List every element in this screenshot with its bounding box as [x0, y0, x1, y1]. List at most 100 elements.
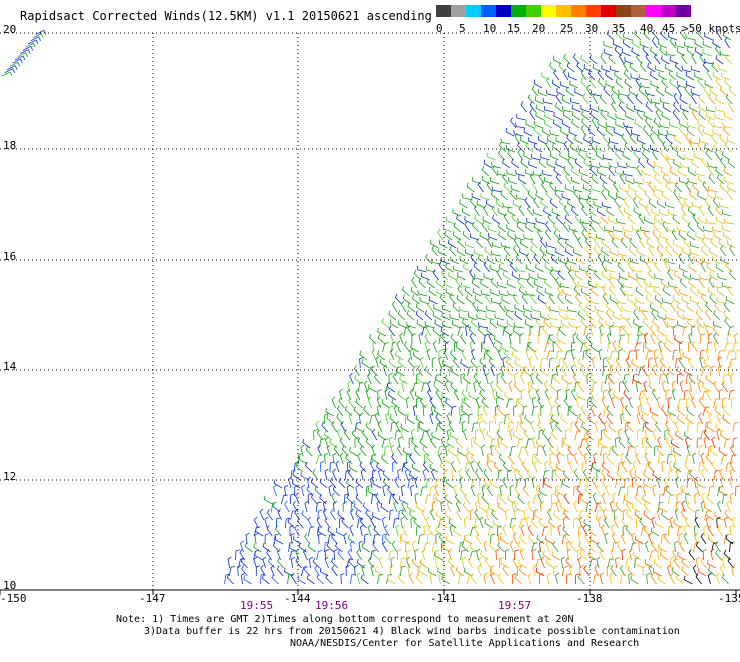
wind-barb	[638, 86, 647, 97]
wind-barb	[359, 356, 364, 369]
wind-barb	[12, 58, 23, 64]
wind-barb	[672, 548, 677, 561]
wind-barb	[483, 469, 490, 481]
wind-barb	[698, 412, 703, 425]
wind-barb	[697, 141, 705, 153]
wind-barb	[566, 314, 577, 321]
wind-barb	[568, 128, 578, 137]
wind-barb	[457, 238, 466, 249]
wind-barb	[613, 233, 624, 241]
wind-barb	[370, 365, 378, 377]
wind-barb	[498, 301, 506, 313]
wind-barb	[542, 324, 549, 337]
wind-barb	[703, 321, 713, 329]
wind-barb	[690, 65, 701, 73]
wind-barb	[319, 478, 328, 489]
wind-barb	[663, 341, 671, 353]
wind-barb	[624, 56, 634, 65]
wind-barb	[324, 468, 329, 481]
wind-barb	[368, 383, 377, 393]
wind-barb	[355, 510, 363, 521]
wind-barb	[707, 445, 714, 457]
wind-barb	[515, 478, 522, 489]
wind-barb	[421, 508, 426, 521]
wind-barb	[326, 414, 334, 425]
wind-barb	[614, 45, 622, 57]
wind-barb	[315, 501, 322, 513]
pass-time-label: 19:56	[315, 599, 348, 612]
wind-barb	[572, 373, 579, 385]
wind-barb	[527, 500, 533, 513]
wind-barb	[589, 298, 600, 305]
wind-barb	[725, 462, 732, 473]
wind-barb	[617, 428, 623, 441]
wind-barb	[709, 271, 718, 281]
wind-barb	[383, 445, 390, 457]
wind-barb	[477, 492, 482, 505]
wind-barb	[547, 396, 552, 409]
wind-barb	[690, 248, 700, 257]
wind-barb	[496, 525, 502, 537]
wind-barb	[473, 261, 481, 273]
wind-barb	[583, 341, 590, 353]
wind-barb	[715, 45, 721, 57]
wind-barb	[305, 445, 313, 457]
wind-barb	[578, 414, 586, 425]
wind-barb	[448, 447, 457, 457]
wind-barb	[401, 380, 406, 393]
wind-barb	[355, 388, 361, 401]
wind-barb	[627, 93, 634, 105]
wind-barb	[698, 216, 708, 225]
wind-barb	[559, 234, 570, 241]
wind-barb	[570, 388, 577, 401]
wind-barb	[689, 296, 699, 305]
wind-barb	[514, 233, 525, 241]
wind-barb	[618, 342, 626, 353]
wind-barb	[505, 127, 515, 137]
wind-barb	[504, 305, 515, 313]
wind-barb	[621, 255, 631, 265]
wind-barb	[726, 239, 736, 249]
wind-barb	[524, 222, 534, 233]
wind-barb	[263, 495, 273, 505]
wind-barb	[687, 167, 697, 177]
wind-barb	[586, 198, 594, 209]
wind-barb	[645, 101, 653, 113]
wind-barb	[372, 541, 379, 553]
wind-barb	[415, 303, 425, 313]
note-line-3: NOAA/NESDIS/Center for Satellite Applica…	[290, 638, 640, 649]
wind-barb	[672, 239, 682, 249]
wind-barb	[500, 364, 505, 377]
wind-barb	[589, 558, 596, 569]
wind-barb	[471, 278, 480, 289]
wind-barb	[515, 194, 526, 201]
wind-barb	[487, 526, 495, 537]
wind-barb	[679, 288, 689, 297]
wind-barb	[429, 486, 436, 497]
wind-barb	[479, 389, 487, 401]
wind-barb	[549, 502, 557, 513]
wind-barb	[566, 548, 571, 561]
wind-barb	[367, 524, 372, 537]
wind-barb	[705, 348, 710, 361]
wind-barb	[590, 215, 600, 225]
wind-barb	[651, 541, 658, 553]
wind-barb	[715, 572, 720, 585]
wind-barb	[665, 245, 673, 257]
wind-barb	[613, 390, 622, 401]
wind-barb	[485, 372, 490, 385]
wind-barb	[254, 551, 263, 561]
wind-barb	[435, 278, 444, 289]
wind-barb	[357, 437, 365, 449]
wind-barb	[603, 430, 612, 441]
wind-barb	[368, 366, 375, 377]
wind-barb	[715, 540, 721, 553]
wind-barb	[573, 285, 581, 297]
wind-barb	[566, 306, 577, 313]
wind-barb	[624, 428, 630, 441]
wind-barb	[699, 356, 704, 369]
wind-barb	[636, 136, 646, 145]
wind-barb	[455, 277, 462, 289]
wind-barb	[676, 492, 681, 505]
wind-barb	[476, 365, 482, 377]
